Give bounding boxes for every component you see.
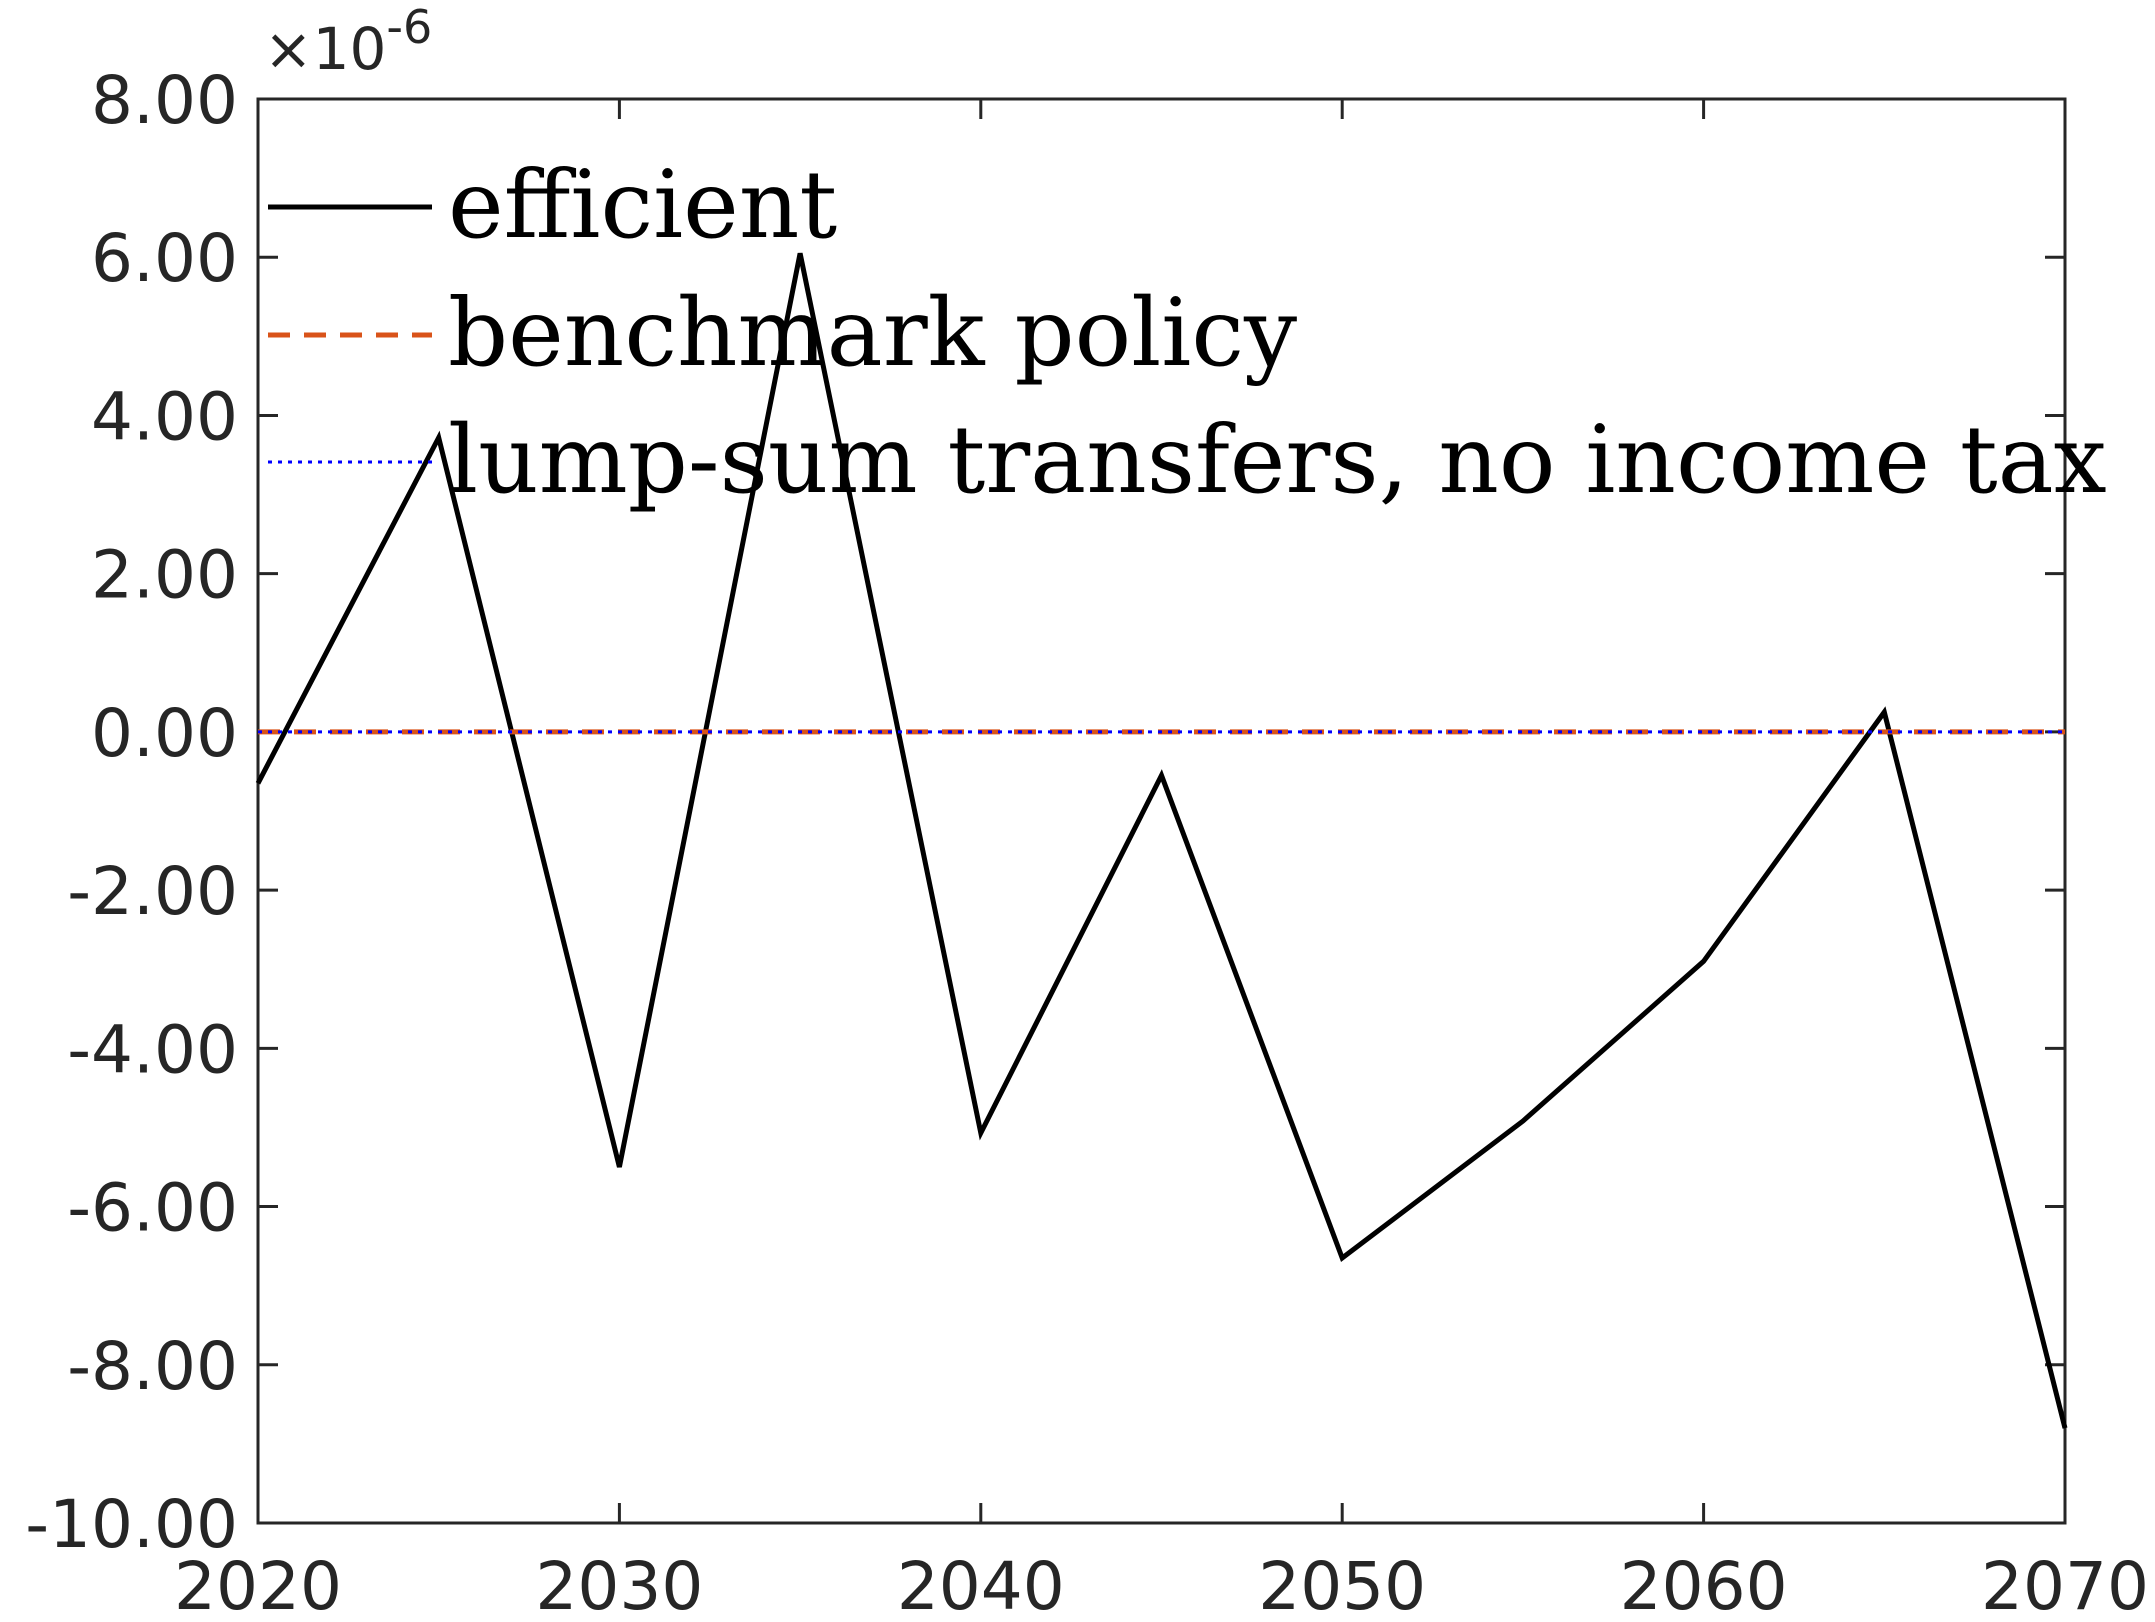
exponent-base: ×10 xyxy=(264,15,386,83)
y-tick-label: 4.00 xyxy=(91,378,238,455)
y-axis-tick-labels: 8.00 6.00 4.00 2.00 0.00 -2.00 -4.00 -6.00 -8.00… xyxy=(25,62,238,1563)
x-tick-label: 2040 xyxy=(897,1548,1065,1622)
y-axis-exponent-label: ×10-6 xyxy=(264,0,432,83)
y-tick-label: 0.00 xyxy=(91,695,238,772)
legend-label-1: efficient xyxy=(448,151,837,260)
y-tick-label: 2.00 xyxy=(91,537,238,614)
x-tick-label: 2060 xyxy=(1620,1548,1788,1622)
legend: efficient benchmark policy lump-sum transf… xyxy=(268,151,2107,515)
legend-label-3: lump-sum transfers, no income tax xyxy=(448,406,2107,515)
y-tick-label: -10.00 xyxy=(25,1486,238,1563)
y-tick-label: 8.00 xyxy=(91,62,238,139)
x-tick-label: 2030 xyxy=(535,1548,703,1622)
x-axis-tick-labels: 2020 2030 2040 2050 2060 2070 xyxy=(174,1548,2149,1622)
y-tick-label: -2.00 xyxy=(67,853,238,930)
exponent-power: -6 xyxy=(386,0,432,54)
x-tick-label: 2020 xyxy=(174,1548,342,1622)
x-tick-label: 2070 xyxy=(1981,1548,2149,1622)
plot-area-frame xyxy=(256,97,2067,1525)
y-tick-label: -6.00 xyxy=(67,1170,238,1247)
axis-tick-marks xyxy=(256,97,2067,1525)
legend-label-2: benchmark policy xyxy=(448,279,1297,388)
y-tick-label: -8.00 xyxy=(67,1328,238,1405)
series-line-1 xyxy=(255,252,2068,1429)
y-tick-label: -4.00 xyxy=(67,1011,238,1088)
x-tick-label: 2050 xyxy=(1258,1548,1426,1622)
data-series xyxy=(255,252,2068,1429)
y-tick-label: 6.00 xyxy=(91,220,238,297)
